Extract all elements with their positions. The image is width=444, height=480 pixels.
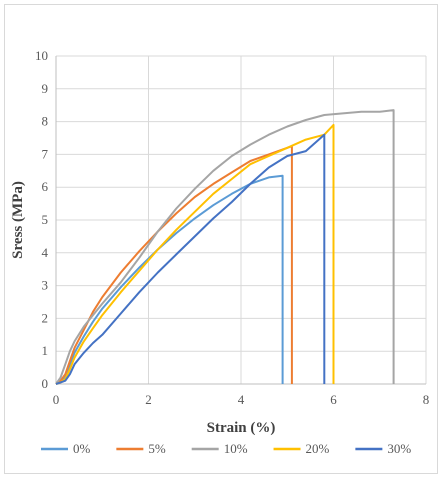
y-tick-label: 3 — [42, 278, 49, 293]
series-line-0pct — [55, 174, 284, 385]
x-tick-label: 6 — [330, 392, 337, 407]
y-axis-title: Sress (MPa) — [10, 181, 26, 259]
y-tick-label: 6 — [42, 179, 49, 194]
series-line-30pct — [55, 133, 326, 385]
legend-label: 0% — [73, 441, 91, 456]
x-tick-label: 8 — [423, 392, 430, 407]
legend-label: 20% — [306, 441, 330, 456]
stress-strain-chart: 0 1 2 3 4 5 6 7 8 9 10 0 2 4 6 8 Strain (%) Sress (MPa)… — [10, 48, 429, 456]
axes — [55, 56, 426, 385]
legend-label: 5% — [148, 441, 166, 456]
y-tick-label: 1 — [42, 343, 49, 358]
y-tick-label: 8 — [42, 114, 49, 129]
y-tick-label: 5 — [42, 212, 49, 227]
x-tick-label: 0 — [53, 392, 60, 407]
chart-frame: 0 1 2 3 4 5 6 7 8 9 10 0 2 4 6 8 Strain (%) Sress (MPa)… — [4, 4, 438, 474]
x-tick-label: 2 — [145, 392, 152, 407]
x-tick-label: 4 — [238, 392, 245, 407]
series-line-5pct — [55, 145, 293, 385]
tick-labels: 0 1 2 3 4 5 6 7 8 9 10 0 2 4 6 8 — [35, 48, 429, 407]
y-tick-label: 2 — [42, 310, 49, 325]
series-lines — [55, 109, 395, 385]
x-axis-title: Strain (%) — [207, 420, 276, 436]
gridlines — [55, 55, 427, 385]
y-tick-label: 10 — [35, 48, 48, 63]
legend: 0% 5% 10% 20% 30% — [41, 441, 411, 456]
y-tick-label: 4 — [42, 245, 49, 260]
y-tick-label: 9 — [42, 81, 49, 96]
legend-label: 30% — [387, 441, 411, 456]
y-tick-label: 7 — [42, 146, 49, 161]
legend-label: 10% — [224, 441, 248, 456]
y-tick-label: 0 — [42, 376, 49, 391]
series-line-20pct — [55, 123, 335, 385]
series-line-10pct — [55, 109, 395, 385]
